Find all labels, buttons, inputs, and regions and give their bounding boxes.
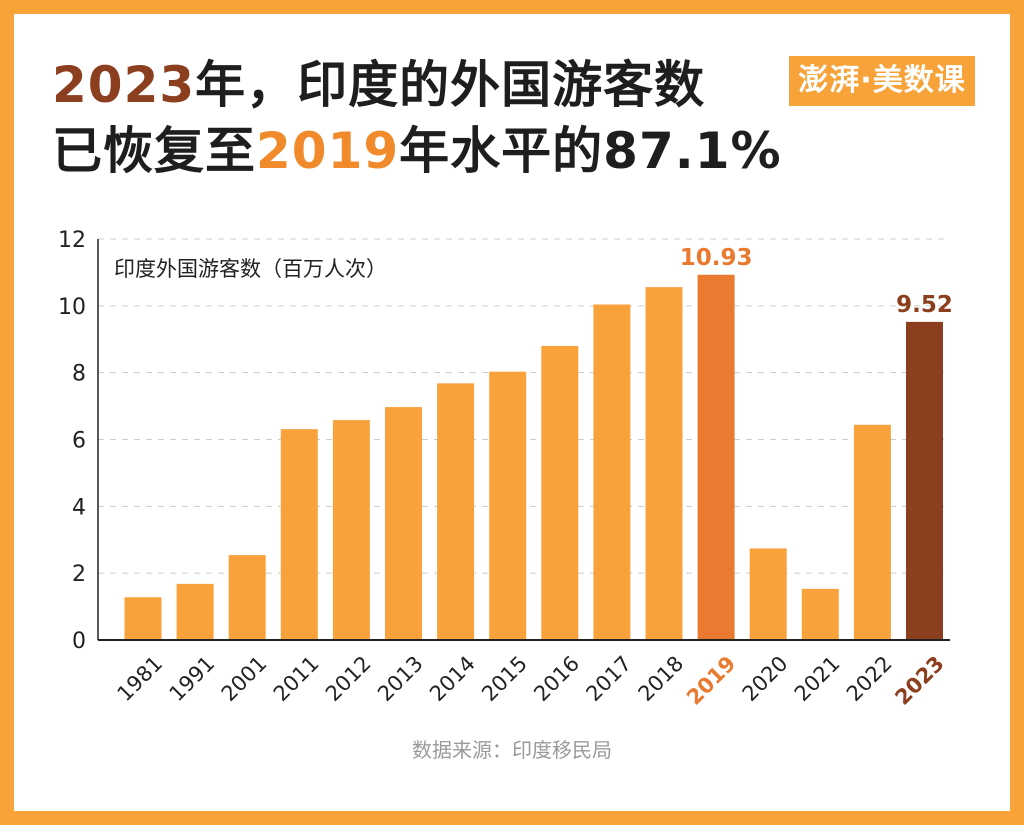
- chart-card: 2023年，印度的外国游客数 已恢复至2019年水平的87.1% 澎湃·美数课 …: [14, 14, 1010, 811]
- x-tick-label-1981: 1981: [113, 651, 168, 706]
- y-tick-label: 6: [72, 429, 86, 454]
- title-line1-text: 年，印度的外国游客数: [195, 56, 706, 114]
- x-tick-label-2020: 2020: [738, 651, 793, 706]
- bar-1991: [176, 583, 214, 640]
- x-tick-label-2023: 2023: [890, 651, 948, 709]
- x-tick-label-2022: 2022: [842, 651, 897, 706]
- bar-2012: [332, 420, 370, 640]
- x-tick-label-2017: 2017: [581, 651, 636, 706]
- chart-title: 2023年，印度的外国游客数 已恢复至2019年水平的87.1%: [52, 52, 782, 184]
- bar-2011: [280, 429, 318, 640]
- y-tick-label: 4: [72, 495, 86, 520]
- y-tick-label: 10: [58, 295, 86, 320]
- data-label-2019: 10.93: [680, 245, 753, 271]
- bar-2001: [228, 555, 266, 640]
- bar-2020: [749, 548, 787, 640]
- x-tick-label-2019: 2019: [682, 651, 740, 709]
- bar-2017: [593, 304, 631, 640]
- x-tick-label-2014: 2014: [425, 651, 480, 706]
- bar-chart: 0246810121981199120012011201220132014201…: [58, 228, 953, 710]
- x-tick-label-2011: 2011: [269, 651, 324, 706]
- data-source: 数据来源：印度移民局: [412, 738, 612, 762]
- labels: 印度外国游客数（百万人次） 10.93 9.52: [114, 245, 953, 318]
- bar-2016: [541, 345, 579, 640]
- bar-1981: [124, 597, 162, 640]
- y-tick-label: 0: [72, 629, 86, 654]
- title-year-2019: 2019: [256, 122, 400, 180]
- x-tick-label-2018: 2018: [634, 651, 689, 706]
- x-tick-label-2016: 2016: [529, 651, 584, 706]
- y-tick-label: 8: [72, 362, 86, 387]
- x-tick-label-2012: 2012: [321, 651, 376, 706]
- bars: [124, 274, 943, 640]
- x-tick-label-2021: 2021: [790, 651, 845, 706]
- bar-2023: [906, 321, 943, 640]
- bar-2013: [385, 407, 422, 640]
- bar-2015: [489, 371, 527, 640]
- bar-2022: [853, 424, 891, 640]
- bar-2019: [697, 274, 735, 640]
- x-tick-label-2015: 2015: [477, 651, 532, 706]
- title-line2-suffix: 年水平的87.1%: [399, 122, 782, 180]
- bar-2014: [437, 383, 475, 640]
- title-line2-prefix: 已恢复至: [52, 122, 256, 180]
- title-year-2023: 2023: [52, 56, 196, 114]
- y-axis-label: 印度外国游客数（百万人次）: [114, 257, 387, 281]
- data-label-2023: 9.52: [896, 292, 953, 318]
- bar-2018: [645, 287, 683, 640]
- x-tick-label-2001: 2001: [217, 651, 272, 706]
- x-tick-label-1991: 1991: [165, 651, 220, 706]
- bar-2021: [801, 588, 839, 640]
- y-tick-label: 12: [58, 228, 86, 253]
- brand-logo: 澎湃·美数课: [789, 56, 975, 106]
- x-tick-label-2013: 2013: [373, 651, 428, 706]
- y-tick-label: 2: [72, 562, 86, 587]
